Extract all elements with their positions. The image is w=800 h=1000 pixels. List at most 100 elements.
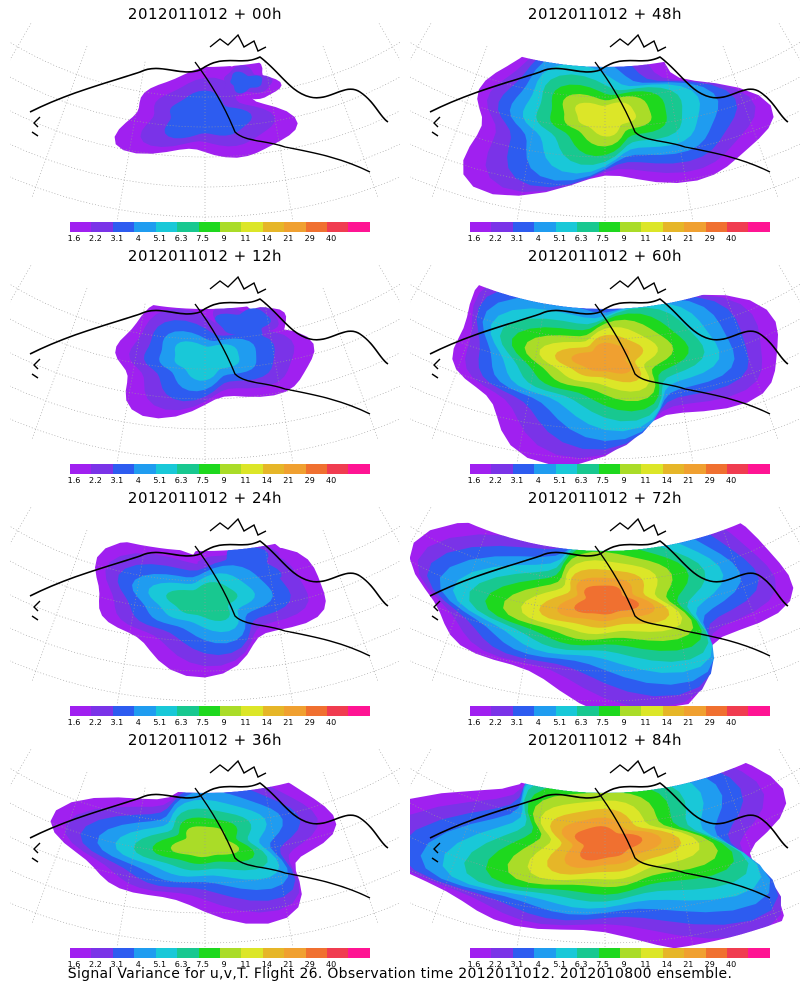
colorbar-swatch (619, 222, 642, 232)
colorbar-swatch (641, 706, 663, 716)
colorbar-tick-label: 5.1 (153, 234, 167, 243)
colorbar-swatch (598, 706, 620, 716)
longitude-line (377, 506, 400, 545)
colorbar-swatch (262, 222, 285, 232)
colorbar-tick-label: 5.1 (153, 960, 167, 969)
coastline (31, 358, 41, 379)
panel-title: 2012011012 + 48h (527, 5, 683, 23)
colorbar-tick-label: 7.5 (596, 718, 609, 727)
colorbar-tick-label: 11 (640, 960, 651, 969)
colorbar-tick-label: 5.1 (153, 476, 167, 485)
colorbar-swatch (684, 464, 706, 474)
colorbar-tick-label: 29 (704, 718, 715, 727)
colorbar-tick-label: 11 (640, 476, 651, 485)
colorbar-swatch (748, 464, 770, 474)
colorbar-swatch (470, 464, 492, 474)
colorbar-tick-label: 40 (726, 476, 737, 485)
colorbar-tick-label: 6.3 (574, 960, 588, 969)
colorbar-tick-label: 6.3 (574, 476, 588, 485)
colorbar-tick-label: 1.6 (67, 234, 81, 243)
colorbar-tick-label: 6.3 (174, 718, 188, 727)
colorbar-tick-label: 29 (704, 960, 715, 969)
longitude-line (31, 46, 88, 197)
coastline (594, 61, 771, 173)
latitude-line (410, 41, 800, 98)
colorbar-swatch (727, 706, 749, 716)
colorbar (70, 464, 370, 476)
coastline (29, 298, 389, 365)
colorbar-tick-label: 9 (621, 718, 627, 727)
coastline (594, 787, 771, 899)
colorbar-tick-label: 9 (621, 476, 627, 485)
colorbar-tick-label: 3.1 (510, 234, 524, 243)
longitude-line (10, 264, 33, 303)
colorbar-swatch (305, 706, 328, 716)
colorbar-swatch (662, 706, 685, 716)
variance-contour (166, 582, 238, 621)
colorbar-tick-label: 1.6 (467, 234, 481, 243)
colorbar-tick-label: 7.5 (596, 960, 609, 969)
coastline (29, 540, 389, 607)
colorbar-swatch (155, 464, 178, 474)
variance-contour (571, 342, 631, 374)
colorbar-swatch (348, 222, 370, 232)
coastline (429, 56, 789, 123)
colorbar-swatch (598, 464, 620, 474)
colorbar-swatch (177, 222, 199, 232)
variance-map (10, 748, 400, 948)
longitude-line (377, 748, 400, 787)
variance-contour (574, 826, 643, 861)
colorbar-labels: 1.6 2.2 3.1 4 5.1 6.3 7.5 9 11 14 21 29 40 (468, 718, 770, 728)
colorbar-swatch (512, 464, 535, 474)
colorbar-tick-label: 11 (240, 476, 251, 485)
colorbar-swatch (512, 222, 535, 232)
colorbar-tick-label: 7.5 (596, 476, 609, 485)
colorbar-swatch (348, 464, 370, 474)
variance-map (410, 22, 800, 222)
coastline (429, 540, 789, 607)
colorbar-swatch (705, 948, 728, 958)
map-panel: 2012011012 + 00h 1.6 2.2 3.1 4 5.1 6.3 7.5 9 11 14… (10, 0, 400, 243)
coastline (29, 782, 389, 849)
colorbar-tick-label: 2.2 (489, 234, 502, 243)
colorbar-tick-label: 9 (621, 960, 627, 969)
colorbar-swatch (727, 948, 749, 958)
colorbar-swatch (284, 706, 306, 716)
colorbar-swatch (134, 222, 156, 232)
colorbar-swatch (641, 222, 663, 232)
colorbar-swatch (662, 948, 685, 958)
colorbar-tick-label: 7.5 (196, 960, 209, 969)
colorbar-swatch (470, 222, 492, 232)
colorbar-tick-label: 7.5 (196, 234, 209, 243)
colorbar-swatch (705, 706, 728, 716)
colorbar-tick-label: 6.3 (174, 234, 188, 243)
colorbar-swatch (134, 464, 156, 474)
colorbar-swatch (262, 706, 285, 716)
colorbar-tick-label: 11 (240, 718, 251, 727)
variance-map (10, 506, 400, 706)
colorbar-swatch (91, 948, 113, 958)
longitude-line (322, 772, 379, 923)
variance-contour (575, 102, 636, 137)
colorbar-tick-label: 29 (704, 234, 715, 243)
colorbar-tick-label: 4 (535, 234, 541, 243)
colorbar-swatch (748, 948, 770, 958)
colorbar-swatch (662, 222, 685, 232)
colorbar-swatch (577, 948, 599, 958)
colorbar-tick-label: 2.2 (89, 960, 102, 969)
colorbar-tick-label: 29 (304, 234, 315, 243)
colorbar-tick-label: 3.1 (110, 476, 124, 485)
colorbar (470, 948, 770, 960)
coastline (429, 298, 789, 365)
colorbar-tick-label: 40 (726, 234, 737, 243)
colorbar-swatch (70, 464, 92, 474)
colorbar-tick-label: 40 (326, 234, 337, 243)
colorbar-tick-label: 21 (683, 476, 694, 485)
arctic-islands (609, 517, 667, 536)
arctic-islands (209, 33, 267, 52)
colorbar-tick-label: 9 (221, 476, 227, 485)
colorbar-swatch (534, 948, 556, 958)
colorbar-tick-label: 1.6 (467, 476, 481, 485)
colorbar-swatch (219, 948, 242, 958)
colorbar-swatch (577, 706, 599, 716)
